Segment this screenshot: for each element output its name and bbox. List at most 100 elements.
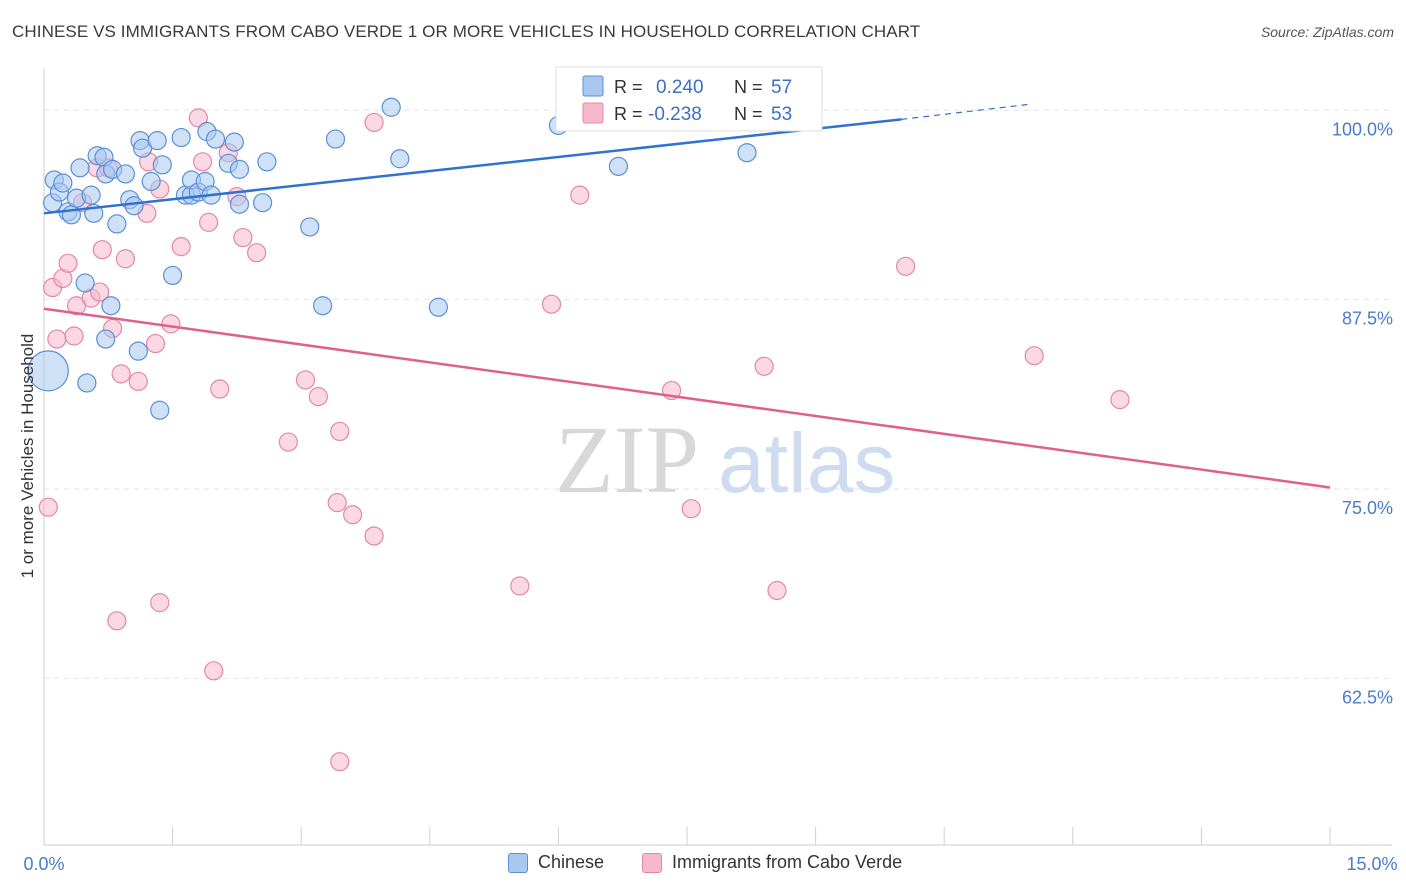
y-tick-label-3: 100.0%	[1332, 119, 1393, 139]
axes	[43, 68, 1392, 846]
point-cabo-47	[1024, 346, 1044, 366]
point-cabo-43	[681, 499, 701, 519]
point-chinese-33	[224, 132, 244, 152]
source-credit: Source: ZipAtlas.com	[1260, 24, 1394, 40]
legend-swatch-cabo-bottom	[642, 852, 662, 873]
point-cabo-29	[233, 227, 253, 248]
point-cabo-44	[754, 356, 774, 376]
point-chinese-54	[27, 350, 69, 392]
point-chinese-8	[81, 185, 101, 205]
point-chinese-7	[70, 158, 90, 178]
legend-r-value-chinese: 0.240	[656, 77, 704, 98]
point-cabo-26	[210, 379, 230, 399]
y-tick-labels: 62.5% 75.0% 87.5% 100.0%	[1332, 119, 1393, 707]
point-chinese-47	[75, 273, 95, 293]
point-chinese-38	[300, 217, 320, 237]
point-chinese-31	[205, 129, 226, 149]
point-cabo-23	[188, 108, 208, 128]
legend-item-cabo-verde[interactable]: Immigrants from Cabo Verde	[642, 852, 902, 873]
point-chinese-36	[253, 193, 273, 213]
point-cabo-33	[308, 387, 328, 407]
chart-title: CHINESE VS IMMIGRANTS FROM CABO VERDE 1 …	[12, 22, 921, 41]
point-chinese-21	[147, 130, 167, 151]
legend-swatch-chinese	[582, 75, 604, 97]
point-cabo-2	[47, 329, 67, 349]
point-cabo-52	[330, 752, 350, 772]
y-tick-label-0: 62.5%	[1342, 687, 1393, 707]
series-cabo-verde-points	[38, 108, 1130, 772]
point-chinese-23	[171, 127, 191, 148]
point-cabo-25	[199, 212, 219, 232]
point-cabo-32	[295, 370, 316, 390]
y-axis-label: 1 or more Vehicles in Household	[18, 334, 37, 579]
x-tick-label-min: 0.0%	[23, 854, 64, 874]
trendline-cabo-verde	[43, 307, 1331, 489]
y-tick-label-2: 87.5%	[1342, 309, 1393, 329]
point-cabo-4	[58, 253, 78, 273]
series-chinese-points	[27, 97, 757, 420]
legend-label-chinese: Chinese	[538, 852, 605, 872]
point-cabo-5	[64, 326, 84, 346]
point-cabo-36	[343, 505, 363, 525]
point-chinese-52	[150, 400, 170, 420]
trendline-chinese	[43, 118, 902, 215]
point-cabo-11	[92, 240, 112, 260]
trendline-chinese-extension	[901, 103, 1031, 120]
point-cabo-49	[107, 611, 127, 631]
x-tick-label-max: 15.0%	[1346, 854, 1397, 874]
point-chinese-17	[124, 196, 144, 216]
legend-r-label-cabo: R =	[614, 104, 643, 124]
trend-lines	[43, 103, 1331, 489]
point-cabo-24	[193, 152, 213, 172]
point-cabo-22	[171, 237, 191, 257]
point-cabo-15	[115, 249, 136, 269]
point-chinese-34	[229, 194, 250, 214]
legend-swatch-cabo	[582, 102, 604, 124]
point-cabo-51	[204, 661, 224, 681]
point-cabo-41	[570, 185, 590, 205]
point-cabo-45	[767, 580, 787, 601]
gridlines	[44, 109, 1392, 679]
point-chinese-45	[608, 156, 629, 176]
legend-n-value-chinese: 57	[771, 77, 792, 98]
point-chinese-41	[381, 97, 401, 117]
legend-r-value-cabo: -0.238	[648, 104, 702, 125]
point-cabo-30	[247, 243, 267, 263]
point-chinese-49	[96, 329, 116, 349]
point-chinese-39	[313, 296, 333, 316]
point-cabo-31	[278, 432, 298, 452]
point-cabo-34	[330, 421, 350, 442]
legend-label-cabo-verde: Immigrants from Cabo Verde	[672, 852, 903, 872]
point-cabo-38	[364, 526, 384, 546]
watermark-zip: ZIP	[555, 406, 699, 513]
point-chinese-46	[737, 143, 757, 163]
point-cabo-39	[510, 576, 530, 596]
point-chinese-53	[163, 265, 183, 286]
legend-r-label-chinese: R =	[614, 77, 643, 97]
watermark-atlas: atlas	[718, 416, 895, 510]
y-tick-label-1: 75.0%	[1342, 498, 1393, 518]
point-cabo-14	[111, 364, 131, 384]
point-cabo-35	[327, 493, 347, 513]
point-cabo-48	[1110, 390, 1130, 410]
point-cabo-19	[145, 333, 166, 354]
series-legend: Chinese Immigrants from Cabo Verde	[0, 852, 1406, 876]
point-cabo-10	[90, 282, 110, 302]
point-chinese-40	[325, 129, 346, 149]
legend-n-value-cabo: 53	[771, 104, 792, 125]
point-cabo-16	[128, 371, 148, 392]
point-chinese-15	[115, 164, 136, 184]
point-cabo-0	[38, 497, 58, 517]
legend-item-chinese[interactable]: Chinese	[508, 852, 604, 873]
legend-swatch-chinese-bottom	[508, 852, 528, 873]
point-chinese-42	[390, 149, 410, 169]
point-cabo-50	[150, 593, 170, 613]
point-chinese-22	[152, 155, 172, 175]
point-chinese-43	[428, 297, 448, 317]
stats-legend-box: R = 0.240 N = 57 R = -0.238 N = 53	[555, 66, 823, 132]
point-chinese-35	[229, 159, 250, 179]
point-chinese-48	[101, 296, 121, 316]
point-chinese-37	[257, 152, 277, 172]
point-chinese-3	[53, 173, 73, 193]
